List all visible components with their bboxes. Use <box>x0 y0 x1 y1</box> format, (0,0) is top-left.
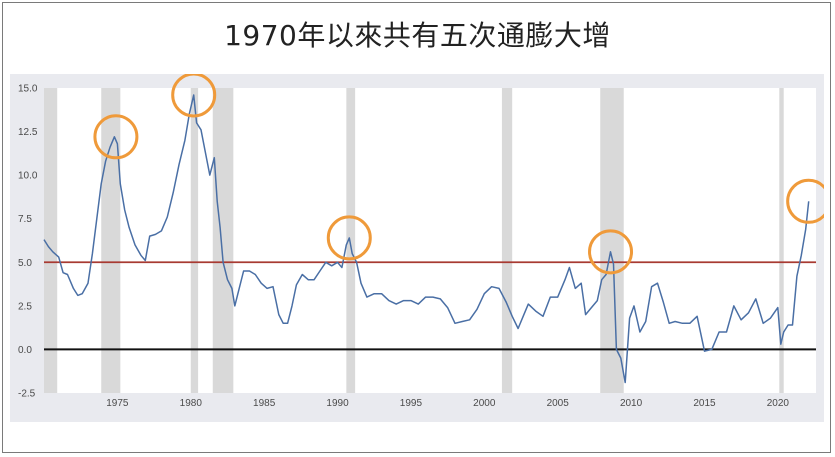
x-tick-label: 1995 <box>400 398 423 409</box>
y-tick-label: -2.5 <box>18 389 36 400</box>
y-tick-label: 0.0 <box>18 345 32 356</box>
y-tick-label: 2.5 <box>18 301 32 312</box>
y-tick-label: 10.0 <box>18 171 38 182</box>
y-tick-label: 7.5 <box>18 214 32 225</box>
x-tick-label: 2005 <box>547 398 570 409</box>
chart-area: -2.5 0.0 2.5 5.0 7.5 10.0 12.5 15.0 1975 1980 198… <box>10 74 824 422</box>
x-tick-label: 1975 <box>106 398 129 409</box>
y-axis-ticks: -2.5 0.0 2.5 5.0 7.5 10.0 12.5 15.0 <box>18 84 38 400</box>
recession-band-1 <box>101 88 121 393</box>
peak-highlights <box>93 74 824 275</box>
x-tick-label: 1980 <box>180 398 203 409</box>
peak-highlight-circle-2 <box>326 215 372 261</box>
peak-highlight-circle-3 <box>588 229 634 275</box>
recession-bands <box>44 88 784 393</box>
peak-highlight-circle-0 <box>93 114 139 160</box>
recession-band-7 <box>779 88 784 393</box>
x-tick-label: 1985 <box>253 398 276 409</box>
inflation-line-chart: -2.5 0.0 2.5 5.0 7.5 10.0 12.5 15.0 1975 1980 198… <box>18 74 824 409</box>
y-tick-label: 15.0 <box>18 84 38 95</box>
peak-highlight-circle-4 <box>786 178 824 224</box>
chart-title: 1970年以來共有五次通膨大增 <box>224 19 611 52</box>
recession-band-5 <box>501 88 513 393</box>
reference-lines <box>44 261 816 351</box>
series-layer <box>43 94 810 384</box>
plot-background <box>44 88 816 393</box>
x-tick-label: 1990 <box>326 398 349 409</box>
series-line-0 <box>43 94 810 384</box>
x-tick-label: 2015 <box>693 398 716 409</box>
recession-band-0 <box>44 88 58 393</box>
peak-highlight-circle-1 <box>171 74 217 118</box>
x-tick-label: 2000 <box>473 398 496 409</box>
recession-band-4 <box>346 88 356 393</box>
recession-band-2 <box>190 88 199 393</box>
y-tick-label: 12.5 <box>18 127 38 138</box>
x-tick-label: 2020 <box>767 398 790 409</box>
recession-band-6 <box>600 88 624 393</box>
x-tick-label: 2010 <box>620 398 643 409</box>
y-tick-label: 5.0 <box>18 258 32 269</box>
recession-band-3 <box>212 88 234 393</box>
x-axis-ticks: 1975 1980 1985 1990 1995 2000 2005 2010 2015 2020 <box>106 398 789 409</box>
